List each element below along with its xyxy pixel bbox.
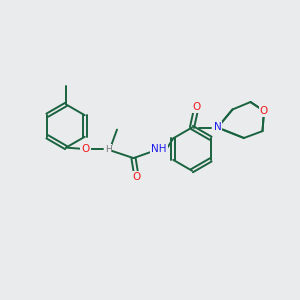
Text: H: H	[105, 145, 111, 154]
Text: O: O	[132, 172, 141, 182]
Text: N: N	[214, 122, 221, 133]
Text: O: O	[260, 106, 268, 116]
Text: NH: NH	[151, 144, 167, 154]
Text: O: O	[81, 144, 90, 154]
Text: O: O	[192, 102, 201, 112]
